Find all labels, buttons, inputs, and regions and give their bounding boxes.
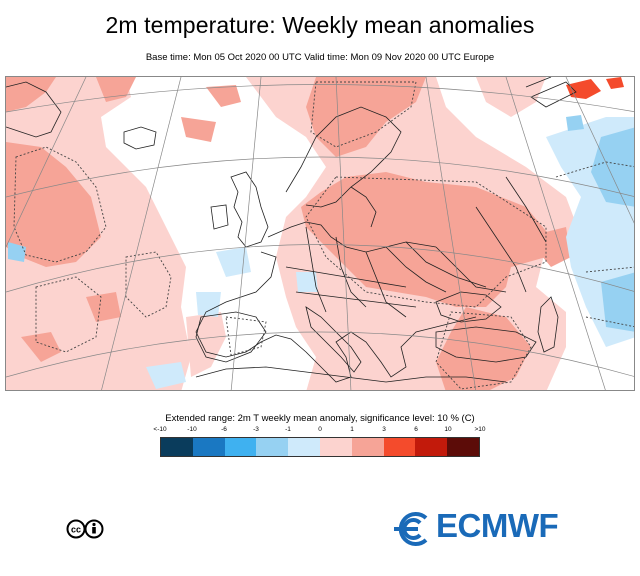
legend-tick: <-10 xyxy=(153,426,167,433)
legend-swatch xyxy=(288,438,320,456)
legend-tick: -10 xyxy=(187,426,197,433)
cc-by-icon: cc xyxy=(66,519,104,539)
legend-tick: 0 xyxy=(318,426,322,433)
legend-color-bar xyxy=(160,437,480,457)
legend-swatch xyxy=(351,438,384,456)
ecmwf-logo-text: ECMWF xyxy=(436,507,559,544)
ecmwf-logo-icon xyxy=(394,512,428,546)
legend-swatch xyxy=(192,438,225,456)
anomaly-cold xyxy=(8,115,634,332)
legend-tick: -1 xyxy=(285,426,291,433)
legend-tick-labels: <-10 -10 -6 -3 -1 0 1 3 6 10 >10 xyxy=(153,426,485,436)
coastlines xyxy=(6,77,577,383)
anomaly-hot xyxy=(566,77,624,99)
anomaly-warm xyxy=(6,77,571,390)
temperature-anomaly-map xyxy=(5,76,635,391)
legend-tick: 6 xyxy=(414,426,418,433)
map-subtitle: Base time: Mon 05 Oct 2020 00 UTC Valid … xyxy=(145,52,495,63)
map-canvas xyxy=(6,77,634,390)
legend-swatch xyxy=(415,438,448,456)
svg-text:cc: cc xyxy=(71,525,81,535)
legend-swatch xyxy=(224,438,257,456)
legend-title: Extended range: 2m T weekly mean anomaly… xyxy=(165,413,475,424)
legend-tick: 1 xyxy=(350,426,354,433)
legend-tick: 10 xyxy=(444,426,452,433)
legend-tick: -3 xyxy=(253,426,259,433)
map-title: 2m temperature: Weekly mean anomalies xyxy=(105,12,535,38)
legend-swatch xyxy=(383,438,416,456)
legend-tick: -6 xyxy=(221,426,227,433)
legend-tick: 3 xyxy=(382,426,386,433)
legend-swatch xyxy=(447,438,479,456)
legend-tick: >10 xyxy=(474,426,486,433)
legend-swatch xyxy=(256,438,289,456)
graticule xyxy=(6,77,634,390)
significance-contours xyxy=(13,81,634,390)
legend-swatch xyxy=(319,438,352,456)
legend-swatch xyxy=(161,438,193,456)
